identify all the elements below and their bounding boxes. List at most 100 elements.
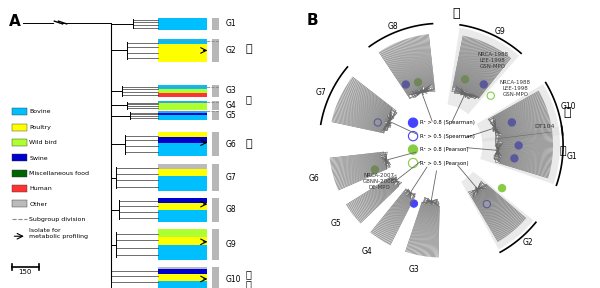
Bar <box>158 105 208 106</box>
Text: Human: Human <box>29 186 52 191</box>
Bar <box>158 151 208 153</box>
Bar <box>158 41 208 44</box>
Text: G7: G7 <box>226 173 236 182</box>
Bar <box>158 132 208 135</box>
Bar <box>158 205 208 207</box>
Bar <box>158 135 208 137</box>
Text: Other: Other <box>29 202 47 206</box>
Bar <box>158 274 208 276</box>
Bar <box>158 46 208 48</box>
Text: A: A <box>9 14 20 29</box>
Circle shape <box>499 185 506 192</box>
Circle shape <box>409 158 418 168</box>
Bar <box>158 169 208 172</box>
Text: 🐔: 🐔 <box>560 146 566 156</box>
Text: 🐄: 🐄 <box>246 269 252 279</box>
Bar <box>158 234 208 237</box>
Wedge shape <box>461 171 533 249</box>
Bar <box>158 245 208 247</box>
Bar <box>158 115 208 116</box>
Bar <box>158 188 208 191</box>
Bar <box>158 48 208 50</box>
Text: 🐷: 🐷 <box>563 106 571 119</box>
Bar <box>158 285 208 287</box>
Bar <box>158 103 208 105</box>
Bar <box>158 229 208 232</box>
Circle shape <box>483 200 490 208</box>
Circle shape <box>415 79 422 86</box>
Bar <box>158 276 208 278</box>
Bar <box>158 247 208 250</box>
Bar <box>158 267 208 269</box>
Bar <box>158 57 208 59</box>
Bar <box>158 113 208 115</box>
Wedge shape <box>476 84 560 142</box>
Text: NRCA-1988
LEE-1998
GSN-MPO: NRCA-1988 LEE-1998 GSN-MPO <box>477 52 508 69</box>
Text: G2: G2 <box>522 238 533 247</box>
Text: G9: G9 <box>226 240 236 249</box>
Text: G5: G5 <box>226 111 236 120</box>
Bar <box>158 207 208 210</box>
Bar <box>158 242 208 245</box>
Bar <box>158 215 208 217</box>
Bar <box>212 267 218 288</box>
Text: 🐔: 🐔 <box>245 44 252 54</box>
Bar <box>158 186 208 188</box>
Text: Wild bird: Wild bird <box>29 140 57 145</box>
Bar <box>158 153 208 156</box>
Bar <box>158 255 208 257</box>
Bar <box>158 219 208 221</box>
Bar <box>158 252 208 255</box>
Wedge shape <box>448 28 519 114</box>
Bar <box>158 210 208 212</box>
Circle shape <box>461 76 469 83</box>
Bar <box>158 106 208 108</box>
Bar <box>158 200 208 202</box>
Bar <box>158 93 208 95</box>
Bar <box>158 143 208 145</box>
Bar <box>158 140 208 143</box>
Bar <box>158 116 208 118</box>
Text: G9: G9 <box>494 26 505 35</box>
Circle shape <box>410 200 418 207</box>
Bar <box>158 145 208 148</box>
Bar <box>158 217 208 219</box>
Text: Isolate for
metabolic profiling: Isolate for metabolic profiling <box>29 228 88 239</box>
Text: R² > 0.5 (Spearman): R² > 0.5 (Spearman) <box>421 134 475 139</box>
Bar <box>158 148 208 151</box>
Bar <box>158 283 208 285</box>
Bar <box>158 118 208 120</box>
Bar <box>158 50 208 53</box>
Bar <box>158 39 208 41</box>
Bar <box>158 55 208 57</box>
Text: DT104: DT104 <box>534 124 555 129</box>
Bar <box>158 202 208 205</box>
Circle shape <box>515 142 522 149</box>
Bar <box>158 59 208 62</box>
Text: G6: G6 <box>308 174 319 183</box>
Bar <box>158 24 208 26</box>
Text: 🐄: 🐄 <box>245 139 252 149</box>
Bar <box>11 200 26 207</box>
Text: G3: G3 <box>226 86 236 95</box>
Bar <box>158 174 208 176</box>
Bar <box>212 132 218 156</box>
Circle shape <box>511 155 518 162</box>
Text: G1: G1 <box>226 19 236 29</box>
Text: Poultry: Poultry <box>29 125 52 130</box>
Circle shape <box>409 145 418 154</box>
Bar <box>158 287 208 288</box>
Bar <box>158 183 208 186</box>
Bar <box>158 85 208 87</box>
Text: Bovine: Bovine <box>29 109 51 114</box>
Bar <box>158 198 208 200</box>
Bar <box>158 108 208 110</box>
Text: NRCA-2007
GBNN-2008
DE-MPO: NRCA-2007 GBNN-2008 DE-MPO <box>363 173 395 190</box>
Text: G3: G3 <box>409 265 419 274</box>
Bar <box>158 179 208 181</box>
Bar <box>11 124 26 131</box>
Bar <box>158 278 208 281</box>
Circle shape <box>409 131 418 141</box>
Text: 150: 150 <box>19 269 32 275</box>
Text: Swine: Swine <box>29 156 48 160</box>
